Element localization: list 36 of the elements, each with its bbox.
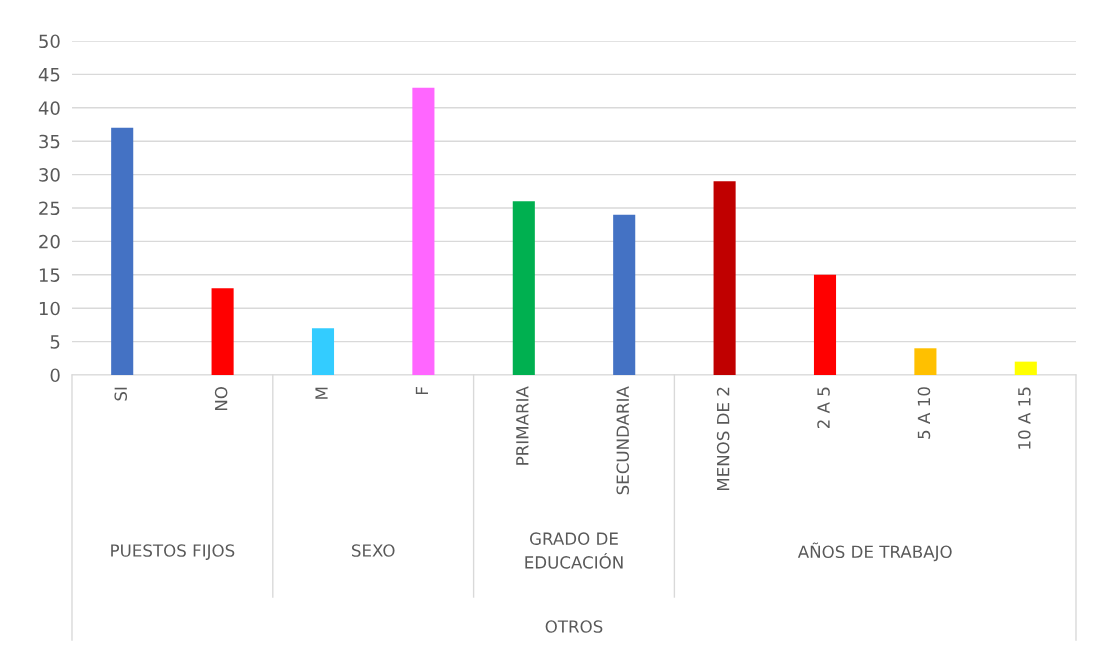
y-tick-label: 30 [39,168,60,182]
x-tick-label: MENOS DE 2 [716,387,730,491]
bar [914,348,937,375]
x-tick-label: SECUNDARIA [616,386,630,495]
y-tick-label: 25 [39,201,60,216]
y-tick-label: 35 [39,134,60,149]
x-tick-label: PRIMARIA [516,386,529,465]
y-tick-label: 5 [50,335,60,349]
bar [512,201,535,375]
text: OTROS [545,620,603,633]
y-tick-label: 0 [50,368,60,383]
bar [111,127,134,375]
x-tick-label: 10 A 15 [1018,387,1031,449]
y-tick-label: 10 [39,301,60,316]
y-tick-label: 15 [39,268,60,282]
text: AÑOS DE TRABAJO [797,542,952,562]
x-tick-label: SI [114,387,128,401]
bar [211,288,234,375]
x-tick-label: F [415,387,428,395]
bar [1014,361,1037,375]
bar [412,87,435,375]
x-tick-label: 2 A 5 [817,387,830,429]
x-tick-label: 5 A 10 [917,387,931,439]
bar [311,328,335,375]
text: PUESTOS FIJOS [111,544,235,560]
text: GRADO DE EDUCACIÓN [525,532,623,569]
y-tick-label: 45 [38,68,60,82]
x-tick-label: NO [214,387,228,411]
bar [613,214,636,375]
bar [813,274,837,375]
y-tick-label: 20 [39,234,60,249]
y-tick-label: 40 [38,101,60,115]
text: SEXO [352,544,395,557]
x-tick-label: M [315,387,328,399]
y-tick-label: 50 [39,34,60,49]
bar [713,181,736,375]
